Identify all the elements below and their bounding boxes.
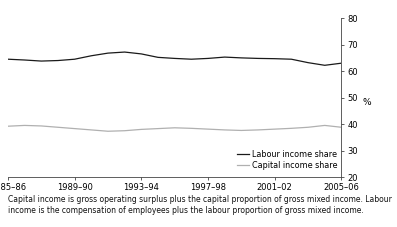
- Capital income share: [272, 128, 277, 131]
- Labour income share: [222, 56, 227, 59]
- Capital income share: [56, 126, 60, 129]
- Line: Labour income share: Labour income share: [8, 52, 341, 65]
- Labour income share: [306, 61, 310, 64]
- Labour income share: [289, 58, 294, 61]
- Line: Capital income share: Capital income share: [8, 125, 341, 131]
- Capital income share: [289, 127, 294, 130]
- Capital income share: [239, 129, 244, 132]
- Capital income share: [89, 128, 94, 131]
- Labour income share: [322, 64, 327, 67]
- Labour income share: [256, 57, 260, 60]
- Capital income share: [222, 128, 227, 131]
- Capital income share: [72, 127, 77, 130]
- Capital income share: [39, 125, 44, 127]
- Capital income share: [256, 128, 260, 131]
- Labour income share: [339, 62, 344, 64]
- Text: Capital income is gross operating surplus plus the capital proportion of gross m: Capital income is gross operating surplu…: [8, 195, 392, 215]
- Capital income share: [106, 130, 110, 133]
- Labour income share: [89, 54, 94, 57]
- Labour income share: [122, 51, 127, 53]
- Capital income share: [339, 126, 344, 129]
- Capital income share: [139, 128, 144, 131]
- Capital income share: [306, 126, 310, 129]
- Capital income share: [22, 124, 27, 127]
- Capital income share: [172, 126, 177, 129]
- Legend: Labour income share, Capital income share: Labour income share, Capital income shar…: [237, 150, 337, 170]
- Labour income share: [22, 59, 27, 61]
- Y-axis label: %: %: [362, 98, 371, 107]
- Labour income share: [39, 60, 44, 62]
- Capital income share: [122, 129, 127, 132]
- Capital income share: [156, 127, 160, 130]
- Labour income share: [56, 59, 60, 62]
- Labour income share: [72, 58, 77, 61]
- Labour income share: [156, 56, 160, 59]
- Labour income share: [6, 58, 10, 61]
- Capital income share: [206, 128, 210, 131]
- Labour income share: [172, 57, 177, 60]
- Capital income share: [6, 125, 10, 128]
- Capital income share: [189, 127, 194, 130]
- Labour income share: [272, 57, 277, 60]
- Labour income share: [189, 58, 194, 61]
- Labour income share: [206, 57, 210, 60]
- Labour income share: [106, 52, 110, 54]
- Labour income share: [139, 53, 144, 55]
- Capital income share: [322, 124, 327, 127]
- Labour income share: [239, 57, 244, 59]
